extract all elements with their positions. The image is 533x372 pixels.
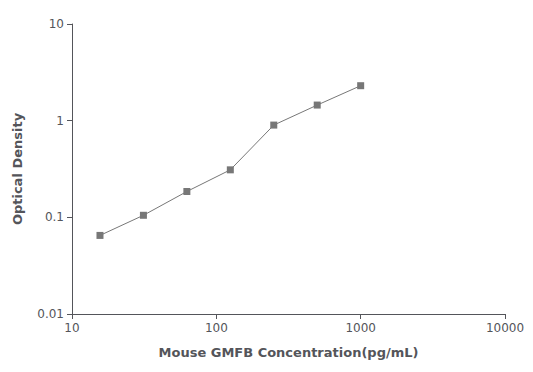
svg-text:0.01: 0.01 bbox=[37, 307, 64, 321]
svg-text:10: 10 bbox=[64, 321, 79, 335]
svg-text:1000: 1000 bbox=[345, 321, 376, 335]
svg-text:0.1: 0.1 bbox=[45, 210, 64, 224]
svg-text:Optical Density: Optical Density bbox=[10, 112, 25, 225]
svg-text:Mouse GMFB Concentration(pg/mL: Mouse GMFB Concentration(pg/mL) bbox=[159, 345, 419, 360]
svg-text:100: 100 bbox=[205, 321, 228, 335]
svg-text:10000: 10000 bbox=[486, 321, 524, 335]
svg-text:10: 10 bbox=[49, 17, 64, 31]
svg-text:1: 1 bbox=[56, 114, 64, 128]
